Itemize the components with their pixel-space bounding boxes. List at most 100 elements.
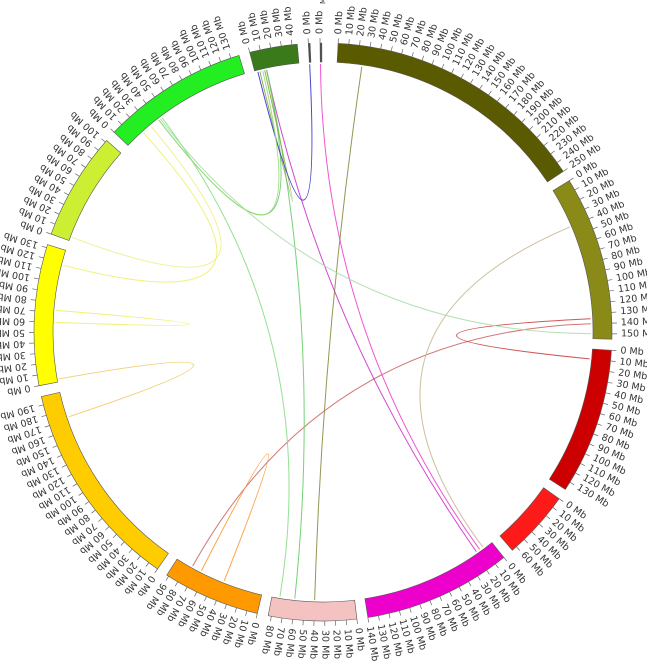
tick-mark	[204, 596, 206, 601]
tick-mark	[126, 114, 129, 118]
tick-mark	[452, 69, 454, 73]
tick-mark	[399, 611, 400, 616]
tick-mark	[170, 81, 173, 85]
tick-mark	[532, 532, 536, 535]
tick-mark	[79, 493, 83, 496]
tick-mark	[495, 564, 498, 568]
link	[267, 70, 305, 599]
tick-mark	[32, 289, 37, 290]
tick-mark	[522, 119, 525, 123]
tick-mark	[607, 280, 612, 281]
tick-mark	[195, 592, 197, 596]
tick-mark	[137, 556, 140, 560]
tick-mark	[73, 484, 77, 487]
tick-mark	[281, 618, 282, 623]
tick-mark	[34, 278, 39, 279]
tick-mark	[215, 601, 217, 606]
tick-mark	[360, 40, 361, 45]
tick-mark	[575, 187, 579, 189]
tick-mark	[402, 49, 403, 54]
tick-mark	[544, 142, 548, 145]
tick-mark	[111, 129, 115, 132]
tick-mark	[166, 576, 169, 580]
tick-mark	[246, 611, 247, 616]
tick-mark	[91, 510, 95, 513]
tick-mark	[589, 444, 594, 446]
tick-mark	[39, 405, 44, 406]
tick-mark	[357, 619, 358, 624]
tick-mark	[121, 542, 124, 546]
tick-mark	[235, 608, 236, 613]
segment-9	[34, 245, 66, 386]
tick-mark	[609, 372, 614, 373]
tick-mark	[389, 613, 390, 618]
tick-mark	[189, 70, 191, 74]
tick-mark	[368, 617, 369, 622]
tick-mark	[49, 436, 54, 438]
tick-mark	[143, 100, 146, 104]
tick-mark	[506, 104, 509, 108]
tick-mark	[410, 608, 411, 613]
tick-mark	[270, 616, 271, 621]
tick-mark	[487, 570, 490, 574]
tick-label: 10 Mb	[341, 629, 354, 659]
tick-mark	[75, 174, 79, 177]
tick-mark	[585, 207, 590, 209]
tick-mark	[59, 202, 63, 204]
tick-mark	[597, 424, 602, 426]
tick-mark	[539, 524, 543, 527]
tick-mark	[516, 547, 519, 551]
tick-mark	[611, 361, 616, 362]
tick-mark	[248, 48, 249, 53]
tick-mark	[459, 587, 461, 591]
tick-mark	[41, 415, 46, 416]
tick-mark	[259, 45, 260, 50]
segment-14	[320, 43, 322, 62]
tick-mark	[480, 85, 483, 89]
tick-mark	[146, 563, 149, 567]
link	[260, 70, 293, 201]
tick-mark	[608, 382, 613, 383]
tick-mark	[470, 79, 473, 83]
tick-label: 30 Mb	[0, 349, 26, 362]
tick-label: 0 Mb	[301, 11, 313, 35]
tick-mark	[553, 507, 557, 510]
tick-mark	[450, 592, 452, 596]
tick-mark	[118, 121, 121, 125]
tick-label: 20 Mb	[330, 629, 342, 659]
tick-mark	[67, 474, 71, 476]
link	[320, 64, 479, 549]
tick-mark	[440, 596, 442, 601]
tick-mark	[593, 227, 598, 229]
tick-mark	[370, 42, 371, 47]
tick-mark	[430, 601, 432, 606]
tick-mark	[609, 290, 614, 291]
tick-label: 0 Mb	[333, 11, 345, 35]
tick-mark	[603, 258, 608, 259]
tick-label: 40 Mb	[282, 6, 296, 36]
tick-label: 30 Mb	[319, 630, 330, 659]
tick-mark	[569, 178, 573, 181]
tick-mark	[134, 106, 137, 110]
tick-mark	[57, 455, 62, 457]
tick-mark	[31, 300, 36, 301]
tick-mark	[113, 534, 117, 538]
tick-label: 60 Mb	[0, 315, 25, 327]
tick-mark	[600, 248, 605, 249]
tick-mark	[514, 111, 517, 115]
tick-mark	[219, 57, 221, 62]
segment-13	[308, 43, 311, 62]
tick-mark	[551, 151, 555, 154]
tick-mark	[229, 53, 231, 58]
tick-mark	[106, 526, 110, 529]
tick-mark	[45, 425, 50, 427]
tick-mark	[46, 232, 51, 234]
tick-mark	[412, 52, 414, 57]
tick-mark	[31, 364, 36, 365]
link	[267, 70, 477, 552]
segment-6	[268, 597, 357, 621]
tick-mark	[468, 582, 471, 586]
tick-mark	[504, 557, 507, 561]
